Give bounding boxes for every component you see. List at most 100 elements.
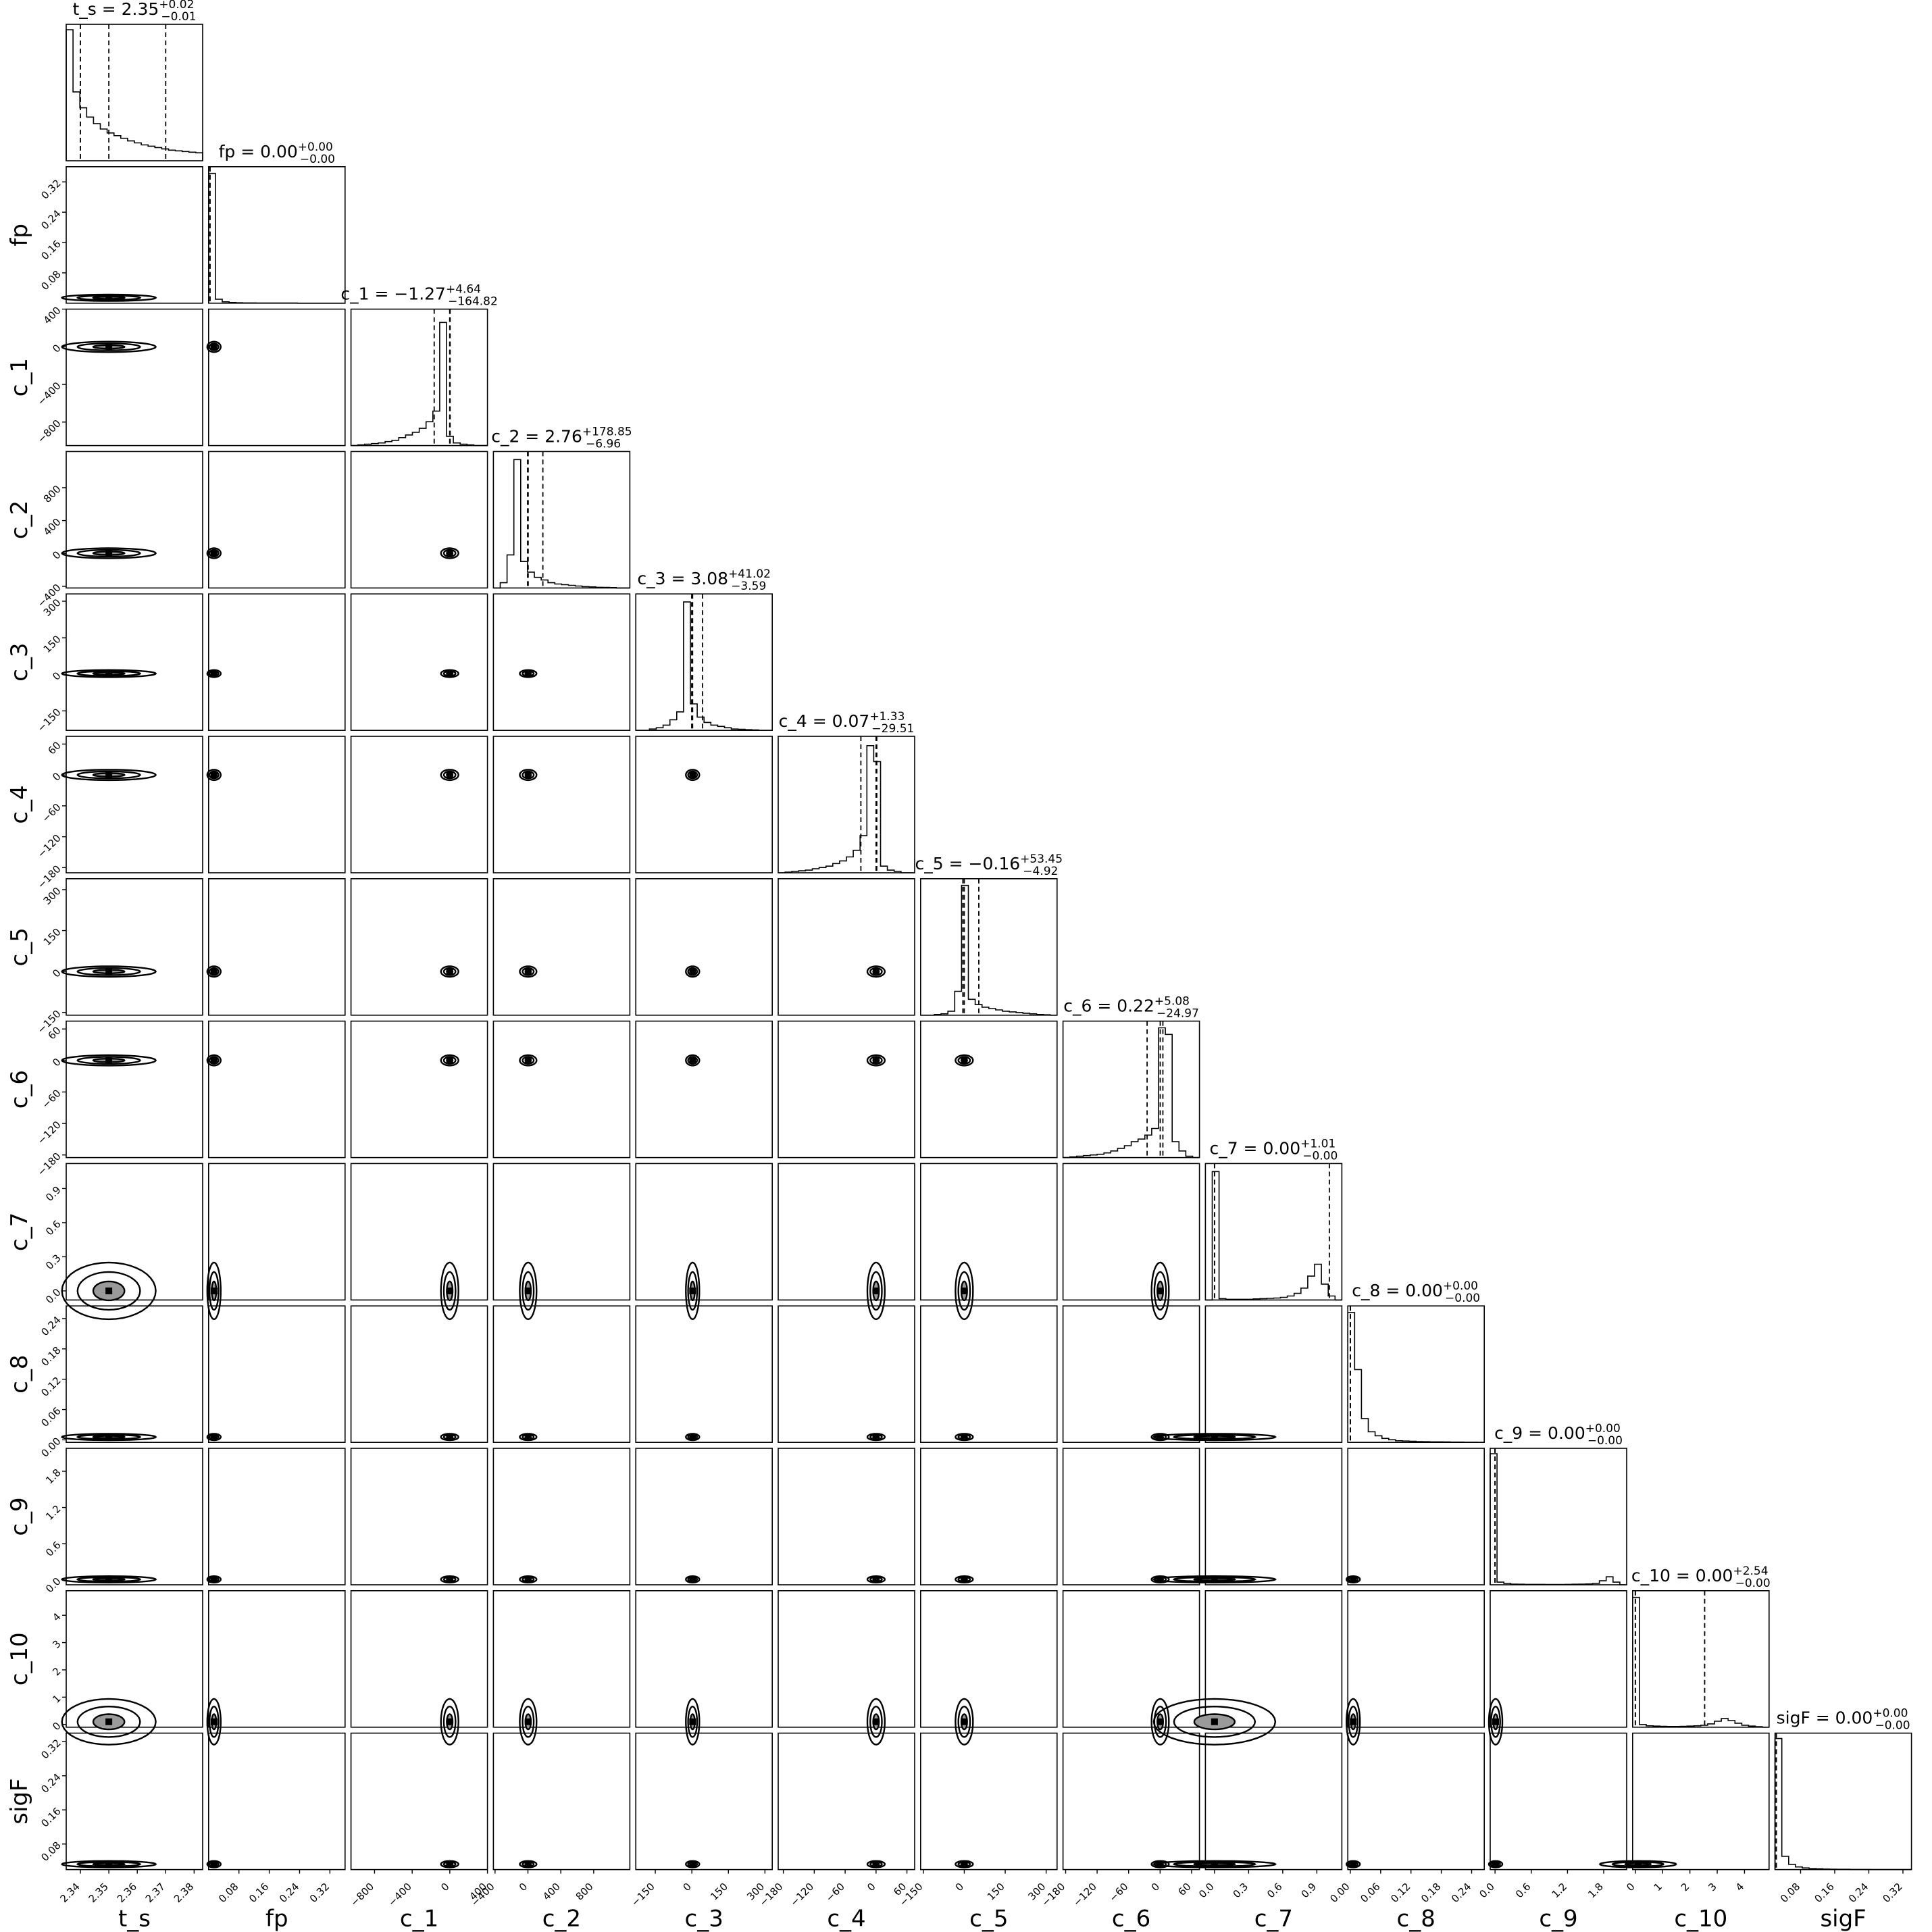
x-tick-label: 0 — [681, 1881, 694, 1893]
panel-c_9-vs-c_2 — [492, 1448, 631, 1585]
y-tick-label: 150 — [41, 633, 63, 655]
title-c_1: c_1 = −1.27+4.64 −164.82 — [340, 283, 497, 309]
panel-frame — [1490, 1448, 1627, 1585]
contour-level-3 — [955, 1433, 974, 1442]
density-peak — [446, 1860, 453, 1868]
panel-frame — [207, 1163, 346, 1301]
x-tick-label: 0.00 — [1327, 1881, 1352, 1905]
y-tick-label: 1.2 — [43, 1503, 63, 1523]
contour-level-3 — [440, 769, 459, 782]
panel-c_9-vs-c_5 — [920, 1448, 1058, 1585]
density-peak — [1211, 1718, 1218, 1725]
panel-frame — [350, 878, 488, 1016]
panel-c_10-vs-c_3 — [635, 1590, 773, 1746]
density-peak — [524, 1860, 532, 1868]
panel-frame — [1062, 1020, 1200, 1159]
density-peak — [446, 1433, 453, 1441]
panel-c_3-vs-c_3 — [635, 593, 773, 732]
y-axis-label-c_7: c_7 — [6, 1213, 33, 1251]
panel-frame — [207, 1732, 346, 1871]
panel-c_6-vs-fp — [206, 1020, 346, 1159]
panel-sigF-vs-c_9: 0.0 0.6 1.2 1.8 c_9 — [1477, 1732, 1627, 1932]
contour-level-3 — [440, 1575, 459, 1584]
panel-frame — [635, 593, 773, 732]
panel-frame — [1632, 1732, 1770, 1871]
contour-level-3 — [955, 1698, 974, 1746]
panel-c_7-vs-c_6 — [1062, 1163, 1200, 1321]
density-peak — [872, 1860, 880, 1868]
density-peak — [446, 549, 453, 557]
contour-level-3 — [206, 1698, 222, 1746]
x-tick-label: −400 — [386, 1881, 414, 1909]
panel-frame — [492, 451, 631, 589]
panel-frame — [635, 1448, 773, 1585]
contour-level-2 — [522, 1705, 535, 1738]
panel-c_7-vs-c_1 — [350, 1163, 488, 1321]
density-peak — [961, 1718, 968, 1725]
panel-frame — [920, 878, 1058, 1016]
contour-level-3 — [519, 1433, 538, 1442]
x-axis-label-c_1: c_1 — [400, 1906, 438, 1932]
density-peak — [210, 549, 218, 557]
density-peak — [524, 670, 532, 678]
contour-level-2 — [76, 1861, 142, 1867]
panel-c_7-vs-fp — [206, 1163, 346, 1321]
contour-level-3 — [1150, 1698, 1170, 1746]
y-tick-label: 3 — [50, 1637, 63, 1650]
y-tick-label: 0.32 — [39, 177, 63, 201]
panel-c_8-vs-c_6 — [1062, 1305, 1200, 1443]
x-tick-label: 800 — [574, 1881, 596, 1903]
panel-frame — [350, 1163, 488, 1301]
panel-frame — [635, 1020, 773, 1159]
y-tick-label: 0.24 — [39, 207, 63, 232]
contour-level-3 — [1488, 1698, 1504, 1746]
panel-frame — [1490, 1590, 1627, 1728]
contour-level-2 — [76, 1705, 141, 1738]
panel-c_8-vs-c_5 — [920, 1305, 1058, 1443]
density-peak — [105, 1057, 113, 1064]
panel-frame — [66, 451, 203, 589]
density-peak — [689, 1057, 696, 1064]
x-axis-label-c_2: c_2 — [542, 1906, 581, 1932]
x-tick-label: 0.3 — [1231, 1881, 1251, 1901]
y-tick-label: 0.18 — [39, 1344, 63, 1369]
panel-c_4-vs-c_4 — [778, 736, 915, 873]
density-peak — [105, 343, 113, 351]
density-peak — [210, 771, 218, 779]
density-peak — [210, 1433, 218, 1441]
panel-frame — [778, 1163, 915, 1301]
panel-fp-vs-fp — [207, 166, 346, 304]
y-tick-label: −150 — [35, 706, 63, 734]
contour-level-3 — [1150, 1261, 1170, 1321]
x-tick-label: 0 — [438, 1881, 451, 1893]
contour-level-2 — [687, 1705, 698, 1738]
density-peak — [961, 1057, 968, 1064]
panel-frame — [350, 736, 488, 873]
y-axis-label-c_1: c_1 — [6, 358, 33, 397]
panel-frame — [1204, 1163, 1343, 1301]
contour-level-2 — [1611, 1861, 1664, 1867]
title-c_2: c_2 = 2.76+178.85 −6.96 — [491, 425, 632, 451]
contour-level-3 — [685, 1054, 701, 1067]
panel-c_8-vs-c_1 — [350, 1305, 488, 1443]
histogram-c_5 — [920, 884, 1057, 1016]
panel-c_6-vs-c_5 — [920, 1020, 1058, 1159]
x-tick-label: 0 — [865, 1881, 878, 1893]
density-peak — [524, 1718, 532, 1725]
panel-c_9-vs-c_7 — [1152, 1448, 1343, 1585]
contour-level-3 — [1152, 1860, 1277, 1869]
x-tick-label: 2.35 — [86, 1881, 111, 1905]
panel-c_5-vs-c_2 — [492, 878, 631, 1016]
density-peak — [872, 1433, 880, 1441]
x-tick-label: 0.24 — [1449, 1881, 1473, 1905]
x-axis-label-sigF: sigF — [1820, 1906, 1866, 1932]
panel-c_7-vs-t_s: 0.0 0.3 0.6 0.9 c_7 — [6, 1163, 203, 1321]
panel-c_8-vs-t_s: 0.00 0.06 0.12 0.18 0.24c_8 — [6, 1305, 203, 1460]
panel-frame — [1204, 1448, 1343, 1585]
panel-c_10-vs-c_9 — [1488, 1590, 1627, 1746]
panel-c_5-vs-fp — [206, 878, 346, 1016]
panel-frame — [350, 1020, 488, 1159]
